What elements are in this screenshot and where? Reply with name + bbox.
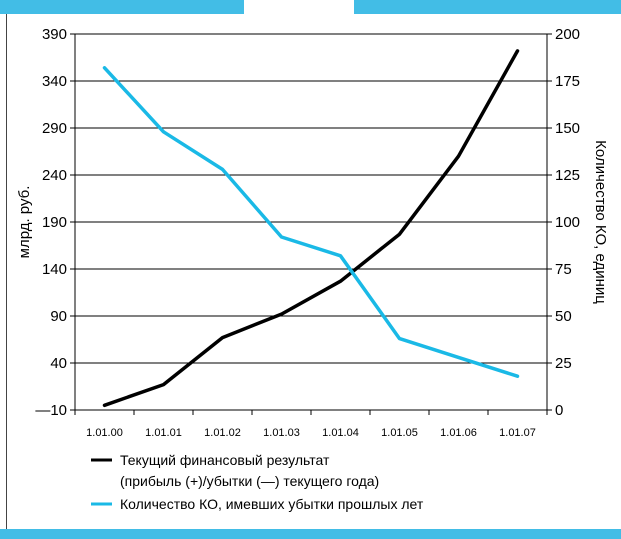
y-right-tick-label: 75 bbox=[555, 261, 572, 278]
bottom-decor-band bbox=[0, 529, 621, 539]
y-left-tick-label: —10 bbox=[35, 402, 67, 419]
series-line-ko-count bbox=[102, 66, 520, 378]
x-tick-label: 1.01.05 bbox=[381, 427, 418, 439]
series-lines bbox=[102, 49, 520, 408]
y-right-tick-label: 175 bbox=[555, 73, 580, 90]
y-left-tick-label: 390 bbox=[42, 26, 67, 43]
y-right-axis-title: Количество КО, единиц bbox=[592, 140, 609, 304]
y-right-tick-label: 150 bbox=[555, 120, 580, 137]
y-right-tick-label: 200 bbox=[555, 26, 580, 43]
x-tick-label: 1.01.03 bbox=[263, 427, 300, 439]
y-right-tick-label: 100 bbox=[555, 214, 580, 231]
x-tick-label: 1.01.01 bbox=[145, 427, 182, 439]
y-left-tick-label: 240 bbox=[42, 167, 67, 184]
x-tick-label: 1.01.07 bbox=[499, 427, 536, 439]
x-tick-label: 1.01.06 bbox=[440, 427, 477, 439]
legend-label-financial-result-line1: Текущий финансовый результат bbox=[120, 452, 330, 468]
x-tick-label: 1.01.00 bbox=[86, 427, 123, 439]
y-left-tick-label: 290 bbox=[42, 120, 67, 137]
y-right-tick-label: 25 bbox=[555, 355, 572, 372]
legend: Текущий финансовый результат (прибыль (+… bbox=[91, 452, 424, 512]
x-tick-label: 1.01.02 bbox=[204, 427, 241, 439]
top-title-notch bbox=[244, 0, 354, 14]
gridlines bbox=[75, 33, 547, 411]
y-right-tick-label: 0 bbox=[555, 402, 563, 419]
x-tick-label: 1.01.04 bbox=[322, 427, 359, 439]
y-left-tick-label: 140 bbox=[42, 261, 67, 278]
y-left-tick-label: 90 bbox=[50, 308, 67, 325]
y-left-tick-label: 340 bbox=[42, 73, 67, 90]
legend-label-financial-result-line2: (прибыль (+)/убытки (—) текущего года) bbox=[120, 473, 379, 489]
y-right-tick-label: 125 bbox=[555, 167, 580, 184]
legend-label-ko-count: Количество КО, имевших убытки прошлых ле… bbox=[120, 496, 424, 512]
axes bbox=[70, 33, 552, 415]
y-left-tick-label: 190 bbox=[42, 214, 67, 231]
chart-frame bbox=[6, 14, 621, 529]
y-left-tick-label: 40 bbox=[50, 355, 67, 372]
y-left-axis-title: млрд. руб. bbox=[16, 186, 33, 259]
tick-labels: 390 340 290 240 190 140 90 40 —10 200 175 150 125 100… bbox=[35, 26, 580, 439]
y-right-tick-label: 50 bbox=[555, 308, 572, 325]
series-line-financial-result bbox=[102, 49, 520, 408]
